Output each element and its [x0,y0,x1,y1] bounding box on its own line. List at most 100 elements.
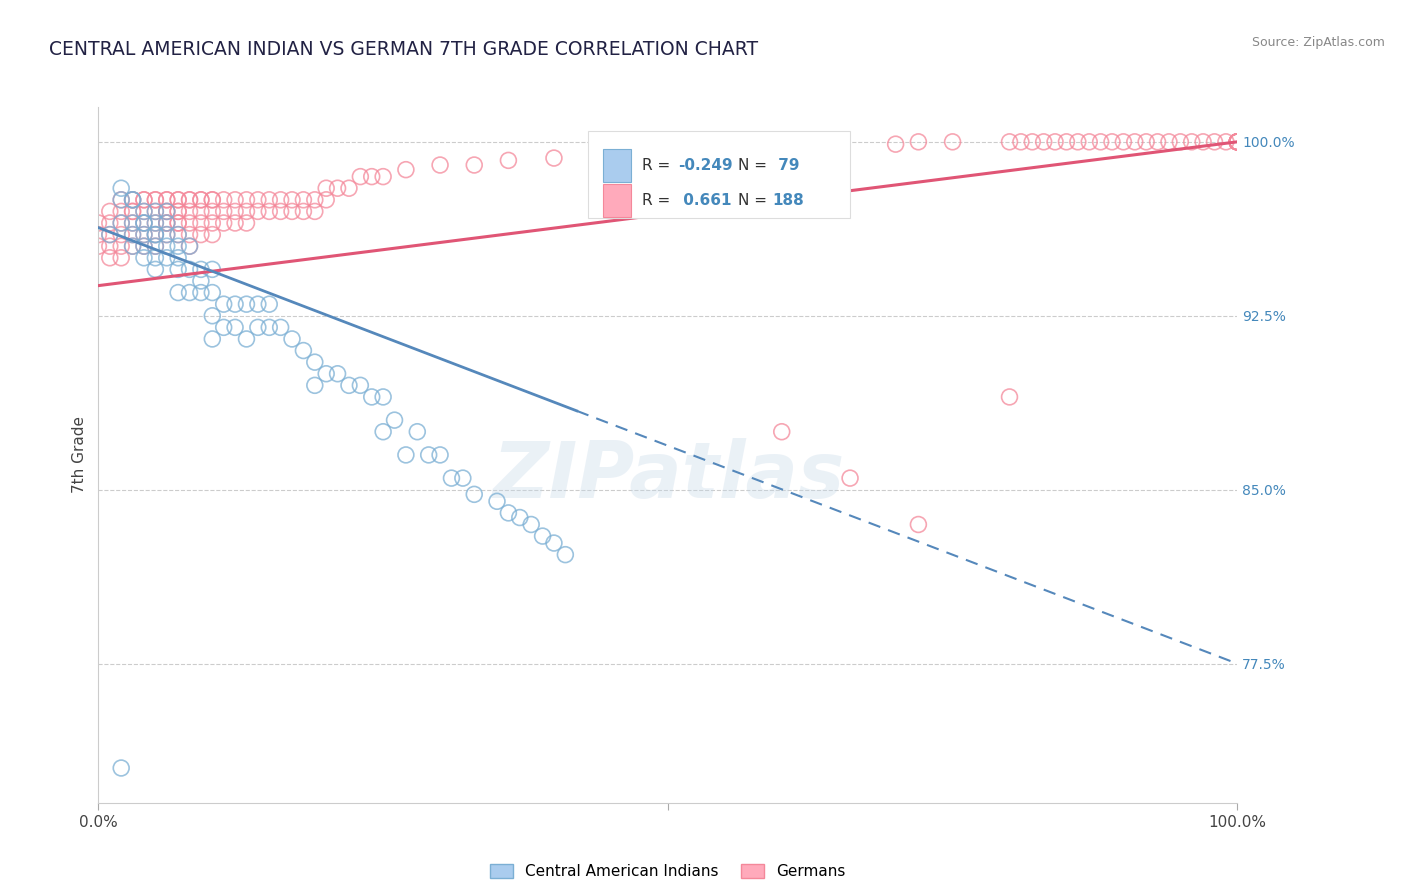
Point [429,158,451,172]
Point [543,151,565,165]
Point [1112,135,1135,149]
Point [132,204,155,219]
Point [384,413,406,427]
Point [224,320,246,334]
Point [371,169,394,184]
Point [1192,135,1215,149]
Point [132,193,155,207]
Point [179,204,201,219]
Point [1078,135,1101,149]
Point [554,548,576,562]
Point [907,135,929,149]
FancyBboxPatch shape [603,184,631,217]
Point [121,204,143,219]
Text: R =: R = [641,193,675,208]
Point [463,158,485,172]
Point [190,193,212,207]
Point [132,239,155,253]
Point [201,216,224,230]
Point [167,204,190,219]
Point [98,251,121,265]
Point [1054,135,1078,149]
Point [259,193,281,207]
Point [509,510,531,524]
Point [167,251,190,265]
Point [224,216,246,230]
Point [1043,135,1066,149]
Point [98,204,121,219]
Text: CENTRAL AMERICAN INDIAN VS GERMAN 7TH GRADE CORRELATION CHART: CENTRAL AMERICAN INDIAN VS GERMAN 7TH GR… [49,40,758,59]
Point [315,367,337,381]
Point [121,216,143,230]
Point [201,193,224,207]
Point [145,227,167,242]
Point [1226,135,1249,149]
Point [110,193,132,207]
Point [304,204,326,219]
Point [1226,135,1249,149]
Point [132,204,155,219]
Text: 188: 188 [773,193,804,208]
Point [156,193,179,207]
Point [167,193,190,207]
Point [998,135,1021,149]
Point [349,169,371,184]
Point [98,239,121,253]
Point [167,239,190,253]
Point [1146,135,1168,149]
Point [201,193,224,207]
Point [235,193,257,207]
Point [1181,135,1204,149]
Point [190,274,212,288]
Point [212,320,235,334]
Point [270,320,292,334]
Point [190,204,212,219]
Point [1157,135,1180,149]
Point [121,239,143,253]
Point [793,142,815,156]
Point [235,216,257,230]
Point [156,216,179,230]
Point [132,227,155,242]
Point [259,204,281,219]
Point [156,216,179,230]
Point [110,761,132,775]
Point [87,239,110,253]
Point [315,181,337,195]
Point [1123,135,1146,149]
Y-axis label: 7th Grade: 7th Grade [72,417,87,493]
Point [132,239,155,253]
Point [179,216,201,230]
Point [1032,135,1054,149]
Point [145,216,167,230]
Point [121,216,143,230]
Point [110,239,132,253]
Point [121,193,143,207]
Point [360,169,382,184]
Point [110,227,132,242]
Point [1215,135,1237,149]
Point [110,193,132,207]
Point [98,216,121,230]
Point [145,239,167,253]
Point [304,378,326,392]
Text: N =: N = [738,158,772,173]
Point [520,517,543,532]
Point [145,204,167,219]
Point [246,204,269,219]
Point [145,193,167,207]
Point [167,216,190,230]
Point [179,239,201,253]
Text: 79: 79 [773,158,799,173]
Text: Source: ZipAtlas.com: Source: ZipAtlas.com [1251,36,1385,49]
Point [839,471,862,485]
Point [543,536,565,550]
Point [224,204,246,219]
Point [201,204,224,219]
Point [179,193,201,207]
Point [179,262,201,277]
Point [167,262,190,277]
Point [179,193,201,207]
Point [1067,135,1090,149]
Point [1101,135,1123,149]
